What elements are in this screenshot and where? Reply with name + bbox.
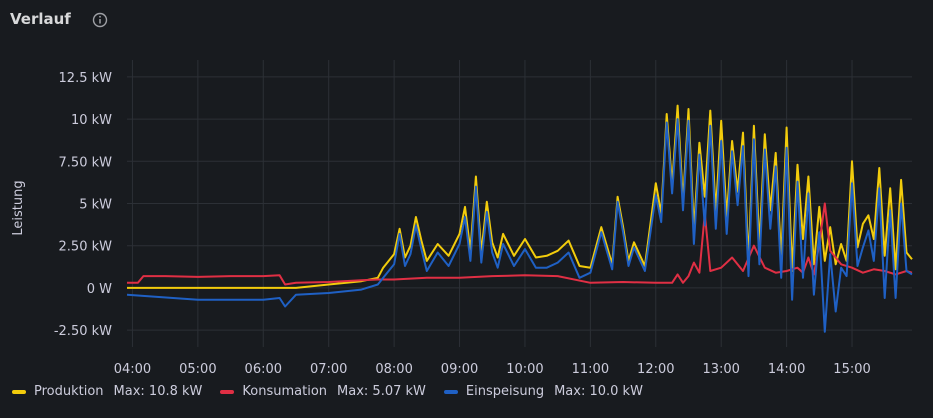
x-tick-label: 07:00 <box>310 362 347 377</box>
panel-title[interactable]: Verlauf <box>10 10 71 28</box>
x-tick-label: 05:00 <box>179 362 216 377</box>
info-icon[interactable] <box>92 12 108 28</box>
y-tick-label: 0 W <box>87 282 112 297</box>
x-tick-label: 10:00 <box>506 362 543 377</box>
y-tick-label: 7.50 kW <box>59 155 113 170</box>
series-line-konsumation <box>127 202 913 286</box>
y-tick-label: 12.5 kW <box>59 71 113 86</box>
legend-item-produktion[interactable]: Produktion Max: 10.8 kW <box>12 384 202 399</box>
legend-label: Einspeisung <box>465 384 545 399</box>
legend-swatch <box>220 389 235 394</box>
y-tick-label: -2.50 kW <box>54 324 112 339</box>
y-tick-label: 2.50 kW <box>59 240 113 255</box>
legend-max: Max: 10.8 kW <box>113 384 203 399</box>
series-line-produktion <box>127 104 913 289</box>
x-tick-label: 06:00 <box>245 362 282 377</box>
legend-item-einspeisung[interactable]: Einspeisung Max: 10.0 kW <box>443 384 643 399</box>
legend-max: Max: 5.07 kW <box>337 384 426 399</box>
x-tick-label: 13:00 <box>702 362 739 377</box>
y-tick-label: 5 kW <box>79 198 112 213</box>
x-tick-label: 09:00 <box>441 362 478 377</box>
y-axis-label: Leistung <box>11 180 26 235</box>
legend-item-konsumation[interactable]: Konsumation Max: 5.07 kW <box>220 384 426 399</box>
x-tick-label: 14:00 <box>768 362 805 377</box>
legend-swatch <box>12 389 26 394</box>
series-line-einspeisung <box>126 118 913 333</box>
legend: Produktion Max: 10.8 kW Konsumation Max:… <box>12 384 643 399</box>
x-tick-label: 12:00 <box>637 362 674 377</box>
x-tick-label: 04:00 <box>114 362 151 377</box>
legend-label: Produktion <box>34 384 104 399</box>
x-tick-label: 11:00 <box>572 362 609 377</box>
legend-label: Konsumation <box>242 384 328 399</box>
legend-swatch <box>443 389 458 394</box>
legend-max: Max: 10.0 kW <box>554 384 643 399</box>
x-tick-label: 08:00 <box>375 362 412 377</box>
y-tick-label: 10 kW <box>71 113 112 128</box>
x-tick-label: 15:00 <box>833 362 870 377</box>
